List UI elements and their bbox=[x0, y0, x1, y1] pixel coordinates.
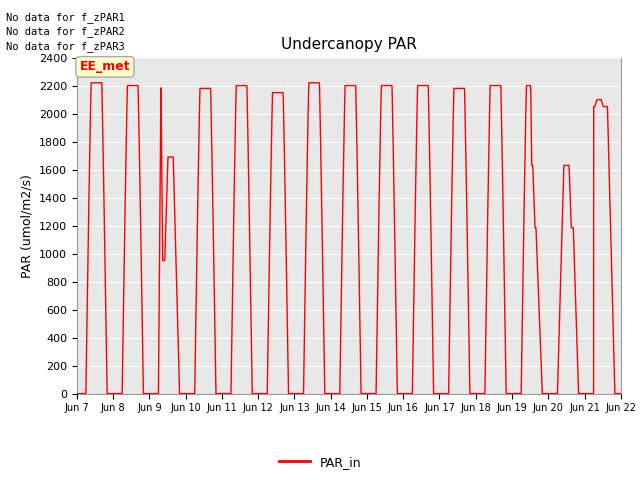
Text: No data for f_zPAR3: No data for f_zPAR3 bbox=[6, 41, 125, 52]
Text: No data for f_zPAR1: No data for f_zPAR1 bbox=[6, 12, 125, 23]
Text: EE_met: EE_met bbox=[79, 60, 130, 73]
Text: No data for f_zPAR2: No data for f_zPAR2 bbox=[6, 26, 125, 37]
Y-axis label: PAR (umol/m2/s): PAR (umol/m2/s) bbox=[20, 174, 33, 277]
Title: Undercanopy PAR: Undercanopy PAR bbox=[281, 37, 417, 52]
Legend: PAR_in: PAR_in bbox=[273, 451, 367, 474]
